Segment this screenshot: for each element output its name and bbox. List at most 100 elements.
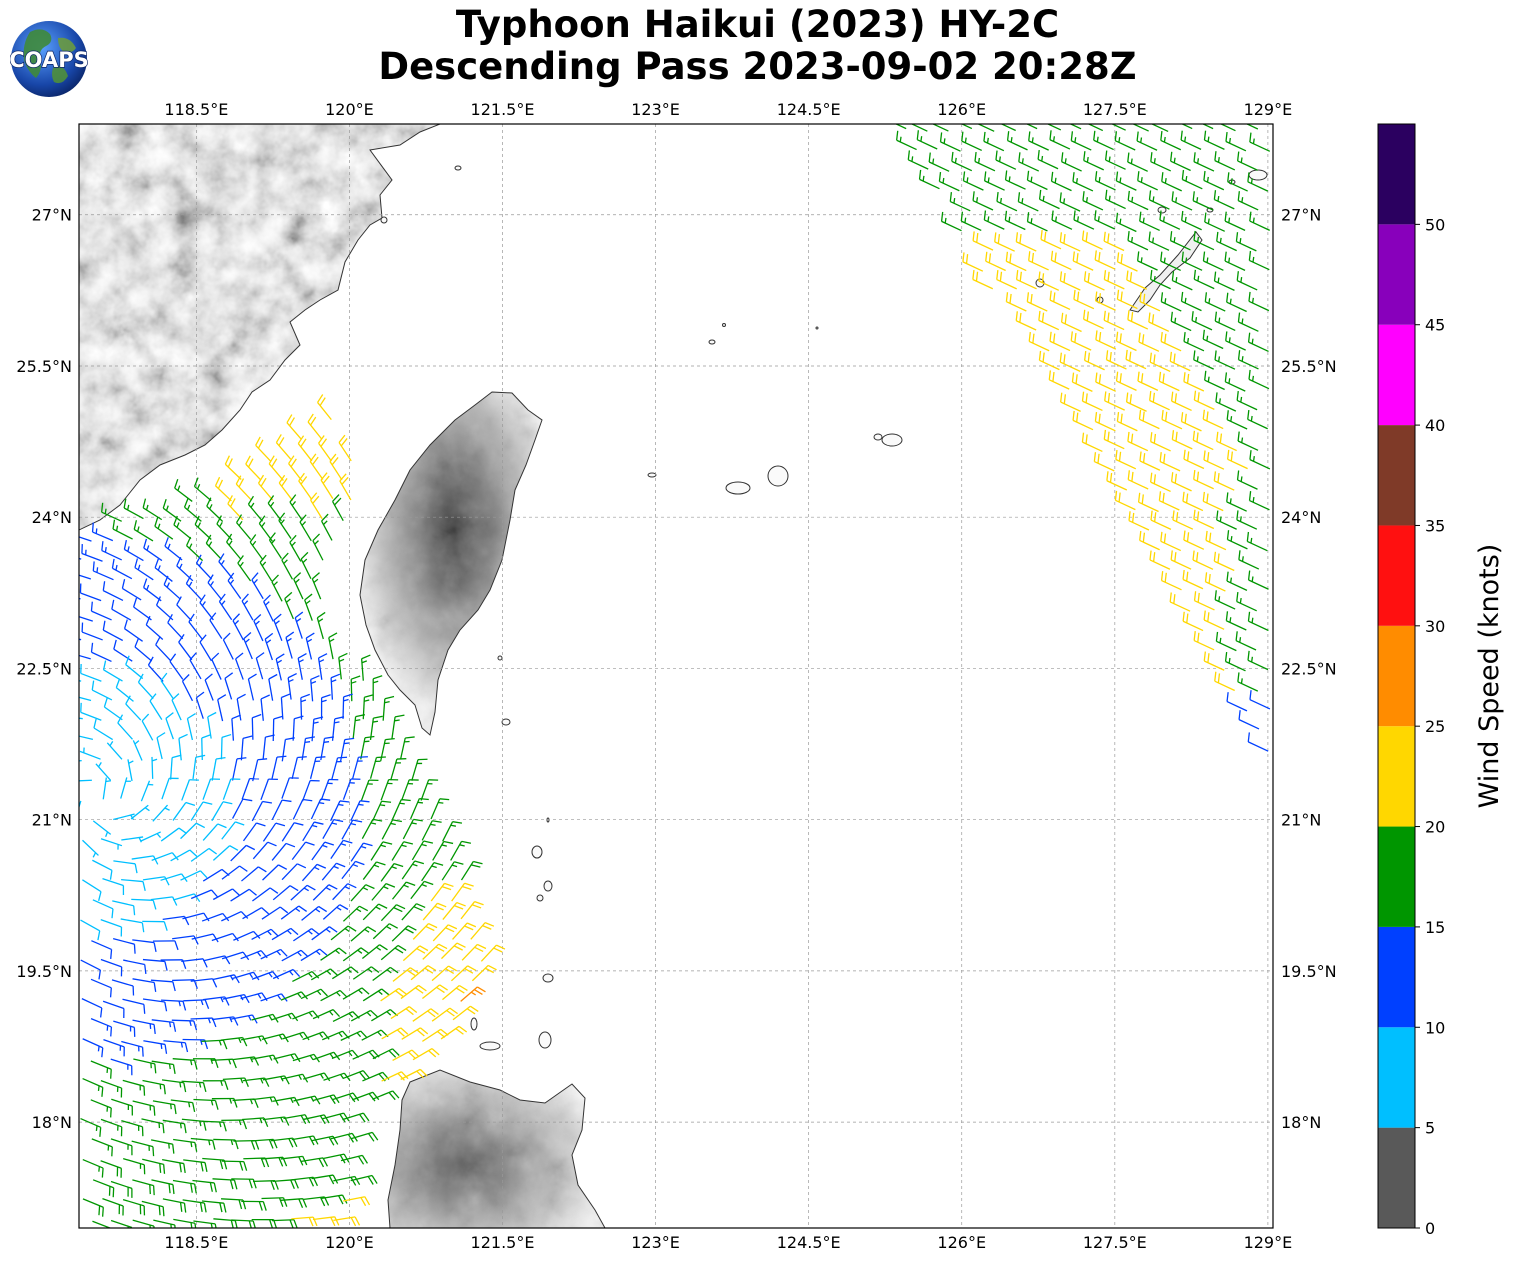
wind-barb	[1060, 392, 1081, 412]
wind-barb	[253, 613, 264, 642]
wind-barb	[442, 984, 468, 1001]
small-island	[722, 323, 726, 327]
latitude-labels-right: 27°N 25.5°N 24°N 22.5°N 21°N 19.5°N 18°N	[1281, 206, 1337, 1132]
wind-barb	[151, 1060, 176, 1074]
wind-barb	[172, 935, 199, 945]
wind-barb	[331, 1092, 360, 1103]
wind-barb	[222, 632, 234, 660]
wind-barb	[1005, 292, 1027, 312]
wind-barb	[1235, 232, 1257, 252]
wind-barb	[82, 1198, 104, 1217]
wind-barb	[1249, 132, 1271, 152]
wind-barb	[1106, 471, 1128, 491]
small-island	[543, 880, 553, 892]
lat-label-right: 25.5°N	[1281, 357, 1337, 376]
wind-barb	[181, 1118, 207, 1131]
wind-barb	[322, 1153, 350, 1164]
wind-barb	[1038, 350, 1060, 371]
wind-barb	[432, 924, 458, 942]
wind-barb	[103, 1039, 125, 1057]
wind-barb	[1160, 531, 1182, 552]
wind-barb	[1136, 131, 1158, 151]
wind-barb	[401, 1027, 429, 1040]
wind-barb	[201, 912, 230, 922]
wind-barb	[130, 804, 150, 820]
wind-barb	[231, 1178, 257, 1189]
wind-barb	[227, 572, 242, 600]
wind-barb	[123, 959, 147, 975]
wind-barb	[134, 637, 153, 662]
wind-barb	[382, 695, 395, 721]
wind-barb	[79, 557, 82, 560]
wind-barb	[113, 860, 138, 874]
wind-barb	[381, 1027, 409, 1040]
wind-barb	[1203, 651, 1225, 671]
wind-barb	[320, 947, 347, 961]
wind-barb	[79, 779, 92, 782]
wind-barb	[984, 171, 1005, 191]
wind-barb	[1215, 631, 1237, 652]
wind-barb	[1201, 124, 1214, 130]
wind-barb	[305, 632, 315, 660]
wind-barb	[298, 472, 312, 500]
wind-barb	[82, 1158, 104, 1178]
wind-barb	[101, 502, 122, 522]
wind-barb	[262, 864, 288, 881]
wind-barb	[1095, 330, 1117, 350]
wind-barb	[1237, 312, 1259, 332]
wind-barb	[304, 593, 313, 621]
wind-barb	[360, 779, 379, 801]
wind-barb	[372, 1048, 400, 1060]
latitude-labels-left: 27°N 25.5°N 24°N 22.5°N 21°N 19.5°N 18°N	[16, 206, 72, 1132]
wind-barb	[1236, 271, 1258, 291]
wind-barb	[332, 494, 344, 522]
wind-barb	[1219, 124, 1236, 132]
wind-barb	[142, 1079, 166, 1095]
wind-barb	[91, 680, 113, 701]
wind-barb	[192, 1179, 217, 1193]
wind-barb	[1103, 429, 1125, 450]
wind-barb	[280, 1198, 308, 1208]
wind-barb	[1082, 191, 1104, 211]
wind-barb	[1103, 231, 1125, 252]
wind-barb	[251, 1218, 278, 1228]
small-island	[497, 655, 503, 661]
wind-barb	[212, 888, 240, 901]
wind-barb	[401, 779, 419, 801]
wind-barb	[1126, 270, 1148, 290]
wind-barb	[1247, 611, 1269, 632]
wind-barb	[102, 581, 124, 602]
wind-barb	[190, 889, 219, 900]
wind-barb	[391, 925, 417, 942]
wind-barb	[343, 1196, 371, 1207]
wind-barb	[167, 614, 184, 640]
wind-barb	[275, 434, 292, 460]
wind-barb	[82, 839, 99, 858]
wind-barb	[82, 879, 102, 901]
wind-barb	[1158, 491, 1180, 511]
wind-barb	[1049, 290, 1071, 311]
wind-barb	[940, 211, 962, 232]
wind-barb	[231, 757, 247, 781]
wind-barb	[1181, 251, 1203, 271]
wind-barb	[218, 553, 234, 580]
wind-barb	[80, 1117, 102, 1137]
wind-barb	[112, 900, 136, 916]
wind-barb	[278, 474, 294, 501]
small-island	[531, 845, 543, 859]
wind-barb	[412, 1048, 440, 1061]
wind-barb	[110, 1138, 133, 1156]
wind-barb	[391, 798, 411, 820]
wind-barb	[1138, 409, 1160, 430]
wind-barb	[106, 741, 123, 760]
wind-barb	[236, 514, 252, 540]
wind-barb	[102, 1000, 125, 1018]
wind-barb	[1081, 432, 1103, 453]
wind-barb	[1214, 671, 1235, 692]
wind-barb	[1081, 391, 1103, 412]
wind-barb	[1072, 251, 1094, 271]
wind-barb	[916, 130, 938, 150]
wind-barb	[1138, 332, 1160, 352]
wind-barb	[450, 965, 477, 982]
wind-barb	[321, 862, 346, 881]
